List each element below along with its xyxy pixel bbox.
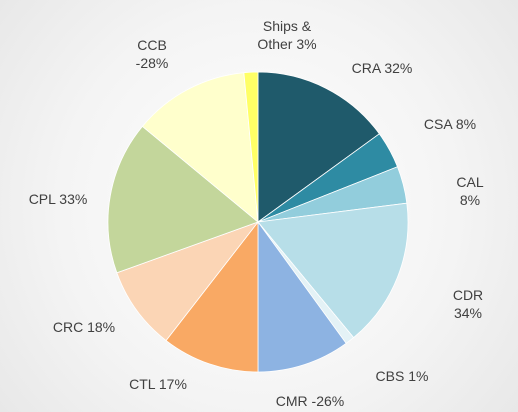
slice-label: CMR -26% — [275, 393, 345, 409]
slice-label: CSA 8% — [423, 116, 477, 132]
slice-label: CCB -28% — [135, 37, 169, 71]
slice-label: CTL 17% — [129, 376, 187, 392]
slice-label: CBS 1% — [375, 368, 429, 384]
pie-slice — [243, 71, 259, 223]
slice-label: Ships & Other 3% — [257, 18, 317, 52]
slice-label: CRC 18% — [52, 319, 116, 335]
pie-slice — [165, 220, 259, 373]
slice-label: CAL 8% — [456, 174, 484, 208]
slice-label: CDR 34% — [452, 287, 484, 321]
slice-label: CPL 33% — [28, 191, 88, 207]
pie-slice — [116, 221, 260, 342]
pie-slice — [257, 71, 380, 223]
pie-slice — [107, 125, 259, 274]
pie-slice — [257, 202, 409, 339]
pie-slice — [141, 72, 259, 223]
pie-slice — [257, 220, 347, 373]
slice-label: CRA 32% — [351, 60, 413, 76]
